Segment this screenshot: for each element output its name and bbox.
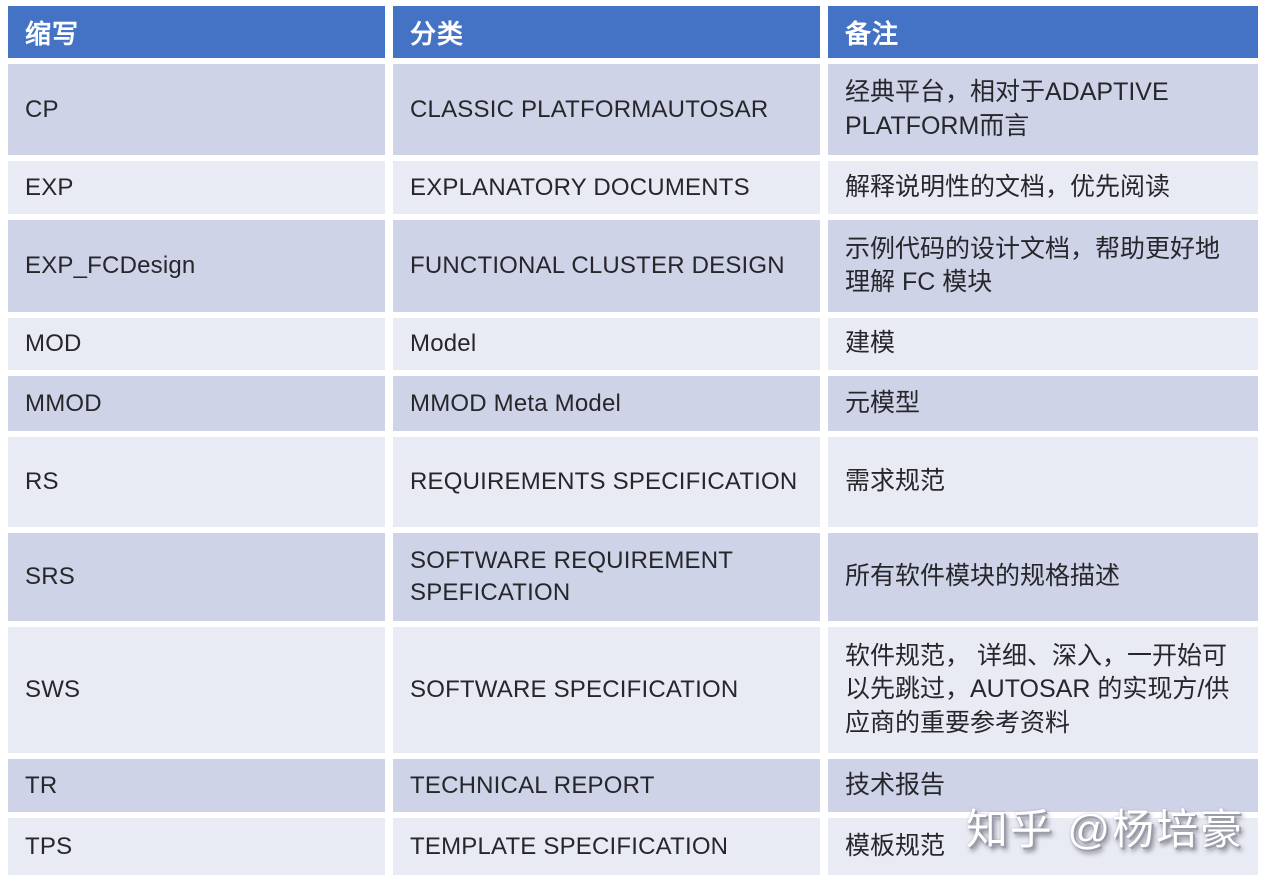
cell-abbr: EXP_FCDesign <box>8 220 385 312</box>
cell-category: TEMPLATE SPECIFICATION <box>393 818 820 875</box>
cell-note: 需求规范 <box>828 437 1258 527</box>
cell-abbr: EXP <box>8 161 385 214</box>
table-row: TPS TEMPLATE SPECIFICATION 模板规范 <box>8 818 1258 875</box>
header-cell-abbr: 缩写 <box>8 6 385 58</box>
table-row: MOD Model 建模 <box>8 318 1258 370</box>
cell-note: 解释说明性的文档，优先阅读 <box>828 161 1258 214</box>
table-row: SWS SOFTWARE SPECIFICATION 软件规范， 详细、深入，一… <box>8 627 1258 753</box>
cell-note: 模板规范 <box>828 818 1258 875</box>
cell-note: 经典平台，相对于ADAPTIVE PLATFORM而言 <box>828 64 1258 155</box>
cell-note: 技术报告 <box>828 759 1258 812</box>
cell-category: SOFTWARE SPECIFICATION <box>393 627 820 753</box>
table-body: CP CLASSIC PLATFORMAUTOSAR 经典平台，相对于ADAPT… <box>8 64 1258 875</box>
header-cell-note: 备注 <box>828 6 1258 58</box>
cell-note: 软件规范， 详细、深入，一开始可以先跳过，AUTOSAR 的实现方/供应商的重要… <box>828 627 1258 753</box>
cell-note: 所有软件模块的规格描述 <box>828 533 1258 621</box>
cell-note: 元模型 <box>828 376 1258 431</box>
cell-abbr: CP <box>8 64 385 155</box>
cell-abbr: MMOD <box>8 376 385 431</box>
cell-category: Model <box>393 318 820 370</box>
cell-category: REQUIREMENTS SPECIFICATION <box>393 437 820 527</box>
cell-note: 建模 <box>828 318 1258 370</box>
table-row: TR TECHNICAL REPORT 技术报告 <box>8 759 1258 812</box>
table-row: CP CLASSIC PLATFORMAUTOSAR 经典平台，相对于ADAPT… <box>8 64 1258 155</box>
cell-abbr: SWS <box>8 627 385 753</box>
table-row: EXP_FCDesign FUNCTIONAL CLUSTER DESIGN 示… <box>8 220 1258 312</box>
table-row: RS REQUIREMENTS SPECIFICATION 需求规范 <box>8 437 1258 527</box>
cell-note: 示例代码的设计文档，帮助更好地理解 FC 模块 <box>828 220 1258 312</box>
table-row: SRS SOFTWARE REQUIREMENT SPEFICATION 所有软… <box>8 533 1258 621</box>
cell-category: MMOD Meta Model <box>393 376 820 431</box>
cell-category: TECHNICAL REPORT <box>393 759 820 812</box>
header-row: 缩写 分类 备注 <box>8 6 1258 58</box>
cell-category: EXPLANATORY DOCUMENTS <box>393 161 820 214</box>
cell-abbr: TPS <box>8 818 385 875</box>
cell-abbr: RS <box>8 437 385 527</box>
cell-category: CLASSIC PLATFORMAUTOSAR <box>393 64 820 155</box>
table-row: MMOD MMOD Meta Model 元模型 <box>8 376 1258 431</box>
cell-abbr: TR <box>8 759 385 812</box>
cell-category: FUNCTIONAL CLUSTER DESIGN <box>393 220 820 312</box>
cell-abbr: SRS <box>8 533 385 621</box>
header-cell-category: 分类 <box>393 6 820 58</box>
cell-abbr: MOD <box>8 318 385 370</box>
cell-category: SOFTWARE REQUIREMENT SPEFICATION <box>393 533 820 621</box>
table-row: EXP EXPLANATORY DOCUMENTS 解释说明性的文档，优先阅读 <box>8 161 1258 214</box>
